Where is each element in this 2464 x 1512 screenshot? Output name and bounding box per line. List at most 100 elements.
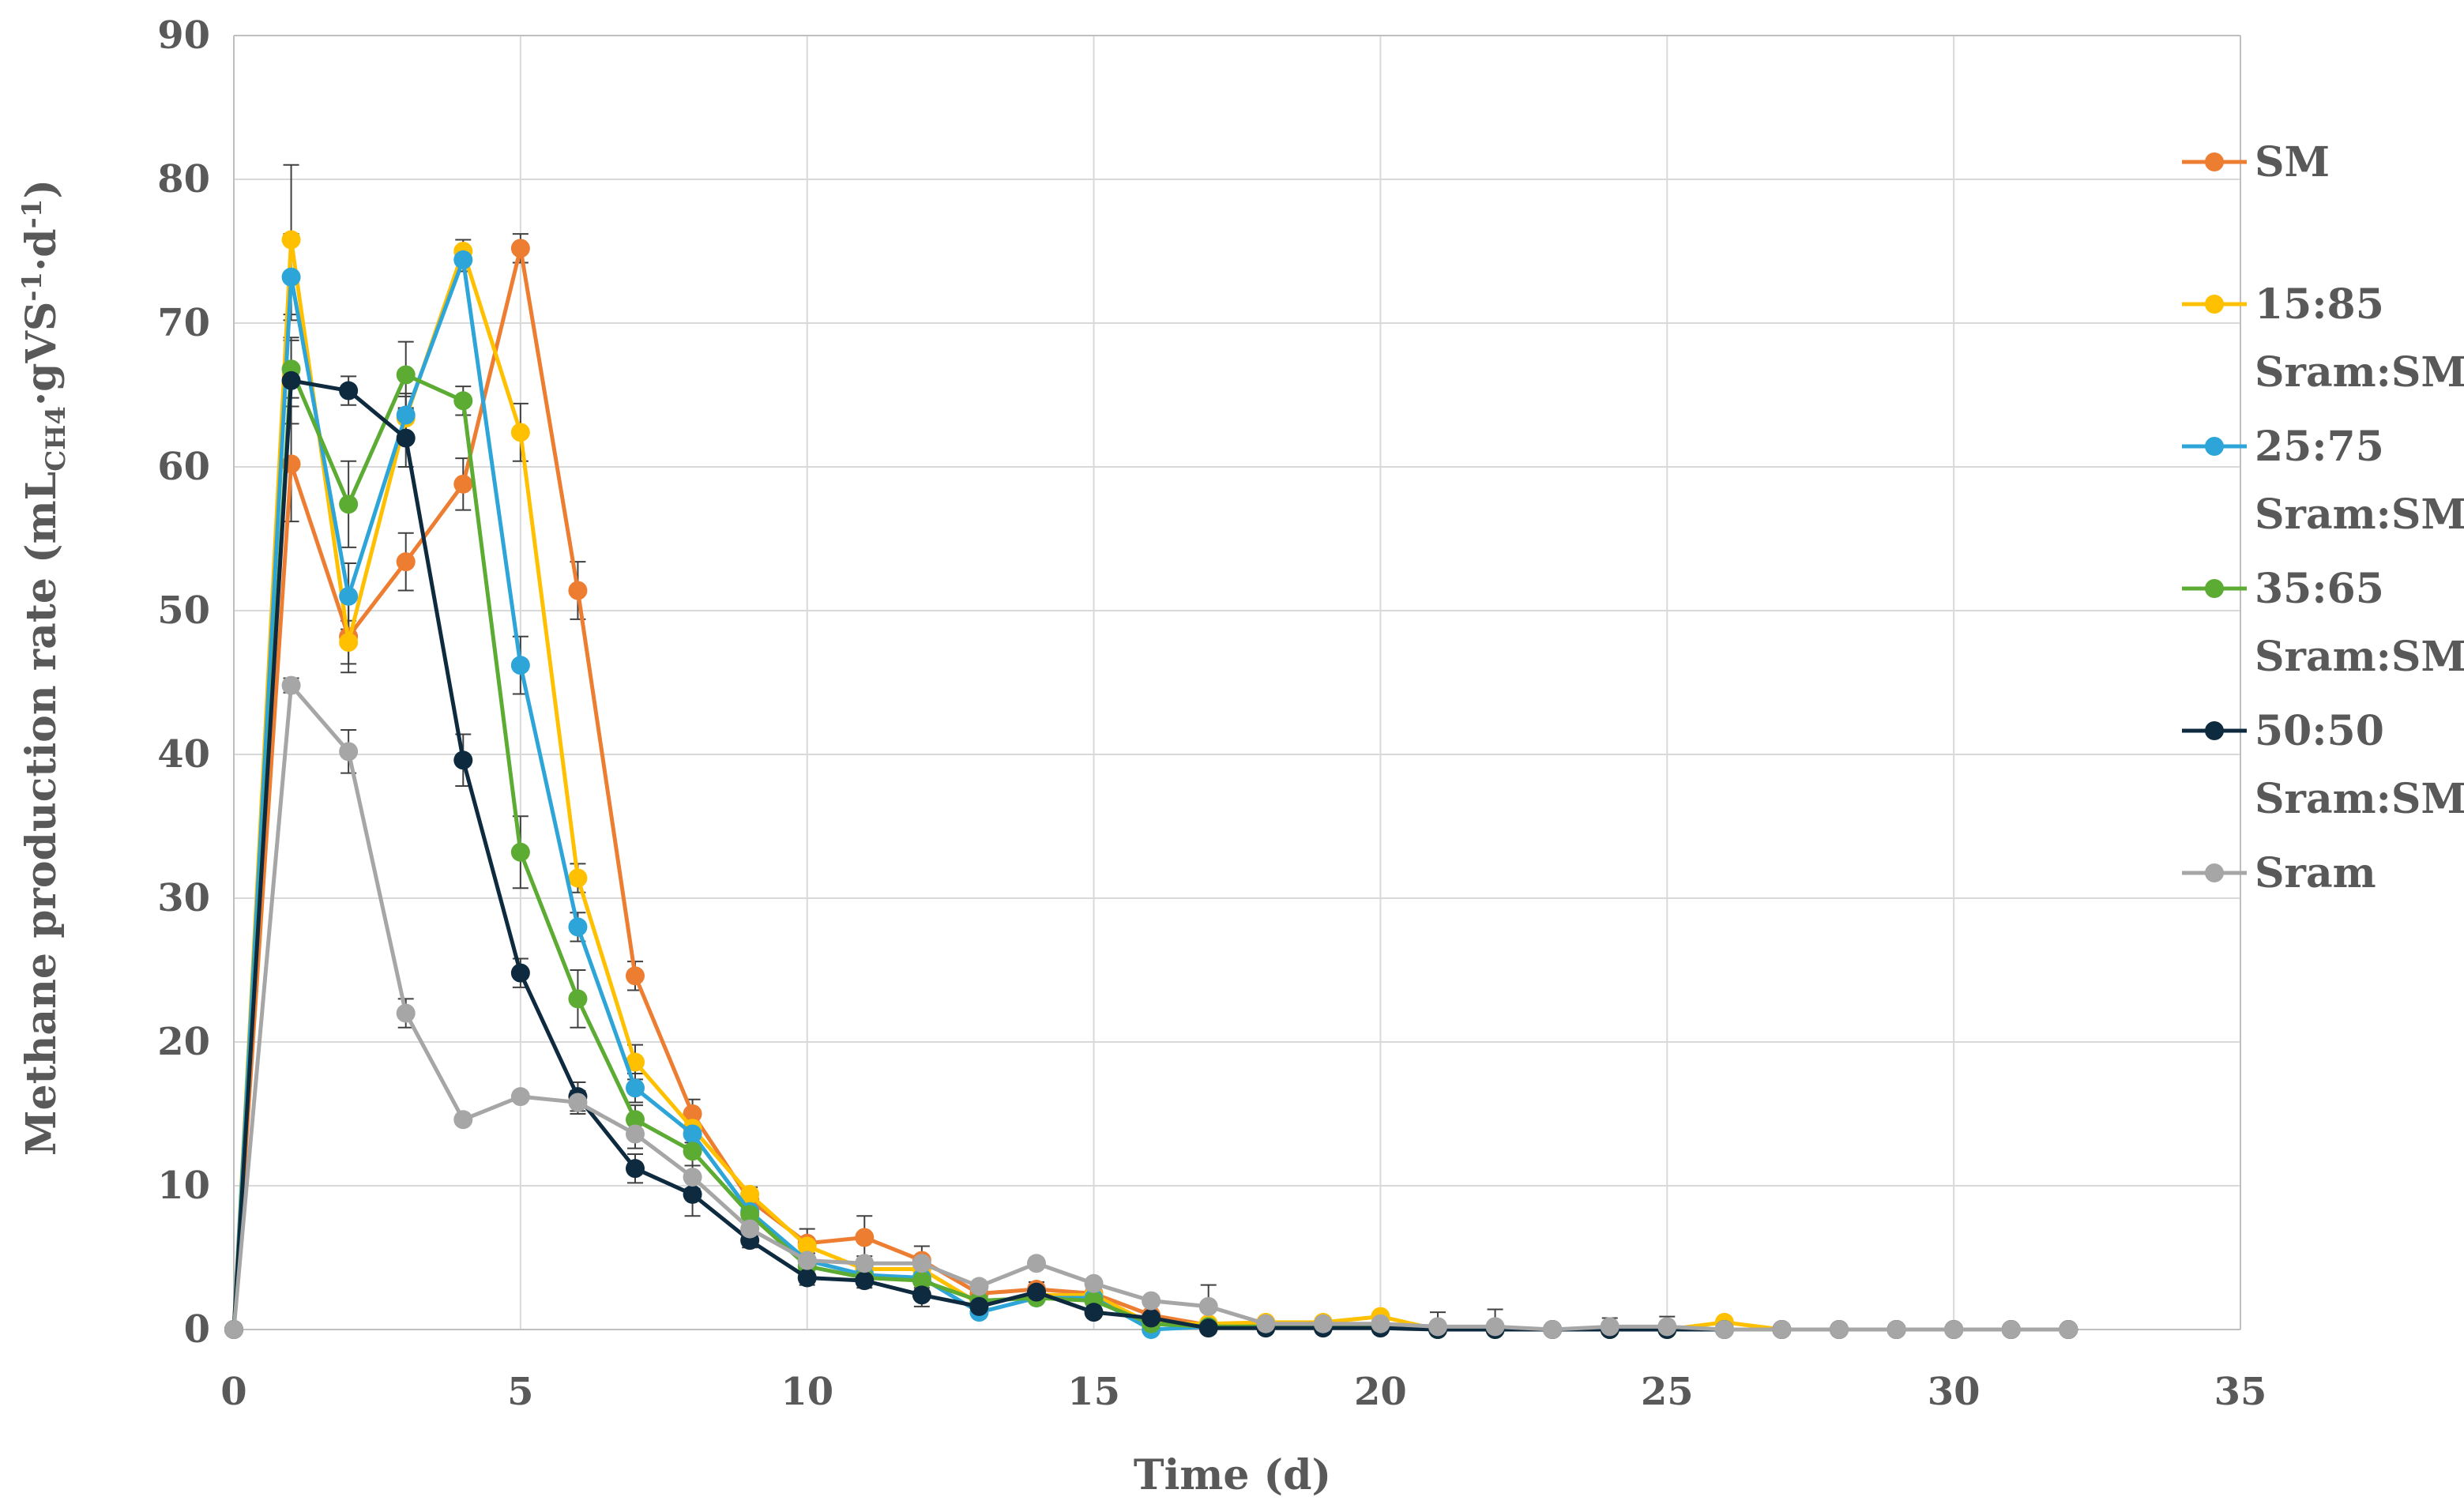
- error-bars-series-4: [283, 337, 1732, 1330]
- series-5: [224, 675, 2078, 1339]
- data-point: [510, 656, 530, 675]
- data-point: [626, 966, 645, 986]
- data-point: [626, 1078, 645, 1098]
- legend-label: SM: [2255, 138, 2330, 186]
- data-point: [797, 1251, 817, 1270]
- data-point: [339, 381, 359, 401]
- legend-label-line2: Sram:SM: [2255, 348, 2464, 397]
- legend-entry-2: 25:75 Sram:SM: [2182, 423, 2464, 539]
- y-tick-label: 90: [157, 13, 210, 58]
- y-tick-label: 60: [157, 445, 210, 489]
- data-point: [396, 365, 416, 385]
- data-point: [396, 405, 416, 425]
- y-tick-label: 40: [157, 732, 210, 777]
- data-point: [396, 428, 416, 448]
- data-point: [453, 1110, 473, 1130]
- error-bars-series-0: [283, 233, 1732, 1330]
- data-point: [1027, 1254, 1046, 1273]
- data-point: [855, 1254, 875, 1273]
- legend-swatch-marker: [2205, 152, 2224, 171]
- legend-label: Sram: [2255, 849, 2376, 897]
- data-point: [453, 474, 473, 494]
- y-tick-label: 50: [157, 589, 210, 633]
- error-bars-series-1: [283, 164, 1732, 1330]
- data-series: [224, 230, 2078, 1339]
- series-3: [224, 359, 2078, 1339]
- data-point: [281, 230, 301, 250]
- data-point: [626, 1110, 645, 1130]
- data-point: [453, 391, 473, 411]
- data-point: [912, 1271, 931, 1291]
- legend-label: 50:50: [2255, 707, 2384, 755]
- data-point: [740, 1184, 760, 1204]
- series-0: [224, 239, 2078, 1339]
- data-point: [339, 742, 359, 762]
- legend-entry-3: 35:65 Sram:SM: [2182, 565, 2464, 681]
- data-point: [510, 1087, 530, 1107]
- series-line: [231, 258, 2069, 1332]
- legend-swatch-marker: [2205, 437, 2224, 456]
- data-point: [683, 1124, 702, 1144]
- data-point: [1084, 1303, 1104, 1322]
- y-axis-title-mid: ·gVS: [17, 302, 66, 406]
- x-tick-label: 20: [1354, 1370, 1407, 1414]
- legend-entry-4: 50:50 Sram:SM: [2182, 707, 2464, 823]
- y-axis-title-end: ): [17, 179, 66, 199]
- data-point: [1887, 1320, 1906, 1339]
- data-point: [626, 1052, 645, 1072]
- data-point: [568, 989, 588, 1009]
- y-axis-title-mid2: ·d: [17, 228, 66, 271]
- data-point: [568, 868, 588, 888]
- data-point: [510, 423, 530, 442]
- data-point: [740, 1205, 760, 1224]
- data-point: [510, 963, 530, 983]
- data-point: [1714, 1320, 1734, 1339]
- legend-label-line2: Sram:SM: [2255, 775, 2464, 823]
- data-point: [855, 1271, 875, 1291]
- error-bars-series-3: [283, 339, 1732, 1330]
- series-4: [224, 370, 2078, 1339]
- axes: [233, 35, 2241, 1330]
- legend-swatch-marker: [2205, 863, 2224, 882]
- error-bars-series-5: [283, 677, 1732, 1330]
- data-point: [1485, 1317, 1505, 1337]
- data-point: [683, 1184, 702, 1204]
- data-point: [1256, 1314, 1276, 1333]
- data-point: [510, 842, 530, 862]
- data-point: [568, 1093, 588, 1112]
- data-point: [1142, 1291, 1161, 1311]
- y-tick-label: 70: [157, 301, 210, 345]
- data-point: [1371, 1314, 1390, 1333]
- x-axis-title: Time (d): [1134, 1451, 1331, 1499]
- data-point: [683, 1104, 702, 1123]
- data-point: [281, 370, 301, 390]
- series-line: [231, 378, 2069, 1332]
- data-point: [855, 1228, 875, 1247]
- data-point: [1428, 1317, 1447, 1337]
- data-point: [453, 750, 473, 770]
- data-point: [969, 1277, 989, 1296]
- y-axis-title-sub: CH4: [40, 406, 72, 472]
- y-axis-title: Methane production rate (mLCH4·gVS-1·d-1…: [17, 179, 72, 1156]
- data-point: [1830, 1320, 1849, 1339]
- data-point: [2001, 1320, 2021, 1339]
- data-point: [396, 1003, 416, 1023]
- y-tick-label: 30: [157, 876, 210, 920]
- error-bars: [283, 164, 1732, 1330]
- data-point: [797, 1236, 817, 1256]
- series-line: [231, 246, 2069, 1332]
- data-point: [683, 1168, 702, 1187]
- x-tick-label: 25: [1641, 1370, 1694, 1414]
- data-point: [1027, 1282, 1046, 1302]
- data-point: [1142, 1308, 1161, 1328]
- data-point: [797, 1268, 817, 1288]
- x-tick-label: 15: [1067, 1370, 1120, 1414]
- x-tick-label: 0: [220, 1370, 246, 1414]
- tick-labels: 0 10 20 30 40 50 60 70 80 90 0 5 10 15 20 25 30 35: [157, 13, 2267, 1414]
- y-axis-title-sup: -1: [17, 272, 48, 302]
- legend-swatch-marker: [2205, 579, 2224, 598]
- data-point: [1772, 1320, 1792, 1339]
- grid-lines: [233, 35, 2241, 1330]
